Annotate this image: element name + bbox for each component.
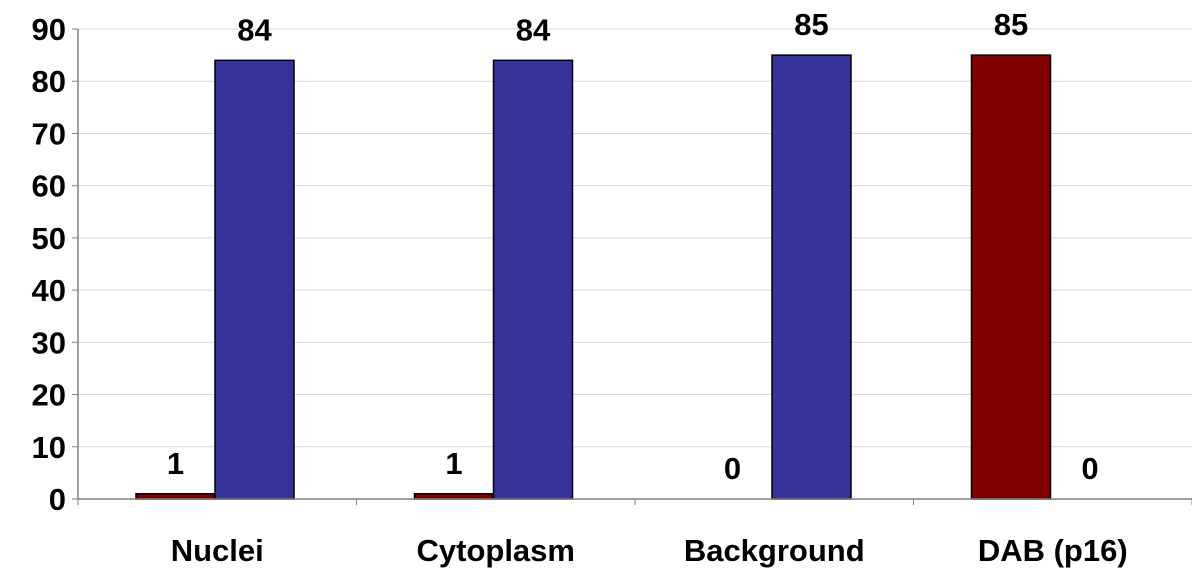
data-label: 85 <box>994 7 1028 42</box>
bar-series1-cytoplasm <box>413 493 495 500</box>
y-tick-label: 50 <box>32 221 66 256</box>
data-label: 0 <box>1081 451 1098 486</box>
bar-series1-dab-p16- <box>970 54 1052 500</box>
data-label: 1 <box>445 446 462 481</box>
bar-series2-nuclei <box>214 59 295 500</box>
y-tick-label: 70 <box>32 116 66 151</box>
y-tick-label: 0 <box>49 482 66 517</box>
bars <box>135 54 1052 500</box>
y-tick-label: 30 <box>32 325 66 360</box>
bar-series1-nuclei <box>135 493 216 500</box>
data-label: 84 <box>237 12 272 47</box>
axes <box>72 28 1192 505</box>
y-tick-label: 90 <box>32 12 66 47</box>
data-label: 0 <box>724 451 741 486</box>
y-tick-label: 80 <box>32 64 66 99</box>
bar-series2-cytoplasm <box>492 59 574 500</box>
x-category-label: Background <box>684 533 865 568</box>
data-label: 85 <box>794 7 828 42</box>
x-category-label: DAB (p16) <box>978 533 1128 568</box>
y-tick-label: 10 <box>32 430 66 465</box>
data-label: 84 <box>516 12 551 47</box>
data-label: 1 <box>167 446 184 481</box>
x-category-label: Nuclei <box>171 533 264 568</box>
bar-series2-background <box>771 54 852 500</box>
x-category-label: Cytoplasm <box>417 533 575 568</box>
y-tick-label: 60 <box>32 169 66 204</box>
y-tick-label: 40 <box>32 273 66 308</box>
y-tick-label: 20 <box>32 378 66 413</box>
